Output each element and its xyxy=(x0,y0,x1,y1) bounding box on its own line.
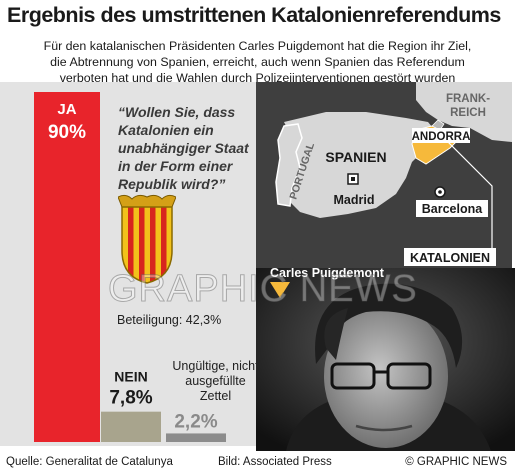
footer-copyright: © GRAPHIC NEWS xyxy=(405,456,507,468)
bar-nein xyxy=(101,411,161,442)
bar-invalid-category-label: Ungültige, nicht ausgefüllte Zettel xyxy=(172,359,259,403)
bar-ja-value-label: 90% xyxy=(48,122,86,143)
andorra-label: ANDORRA xyxy=(412,131,471,143)
watermark: GRAPHIC NEWS xyxy=(108,268,418,311)
turnout-label: Beteiligung: 42,3% xyxy=(117,313,222,327)
photo-mouth xyxy=(355,424,413,432)
bar-ja-category-label: JA xyxy=(57,101,76,118)
bar-invalid xyxy=(166,433,226,442)
bar-nein-category-label: NEIN xyxy=(114,369,147,385)
map-france xyxy=(416,82,512,142)
photo-caption: Carles Puigdemont xyxy=(270,268,385,280)
footer-source: Quelle: Generalitat de Catalunya xyxy=(6,456,173,468)
frankreich-label-line-2: REICH xyxy=(450,107,486,119)
bar-ja xyxy=(34,92,100,442)
madrid-label: Madrid xyxy=(334,193,375,207)
referendum-question: “Wollen Sie, dass Katalonien ein unabhän… xyxy=(118,104,249,192)
spain-map: KATALONIEN FRANK- REICH ANDORRA PORTUGAL… xyxy=(256,82,512,268)
spanien-label: SPANIEN xyxy=(325,149,386,165)
subtitle-line-1: Für den katalanischen Präsidenten Carles… xyxy=(43,39,472,53)
subtitle: Für den katalanischen Präsidenten Carles… xyxy=(4,38,511,86)
katalonien-label: KATALONIEN xyxy=(410,251,490,265)
puigdemont-photo: Carles Puigdemont xyxy=(256,268,515,451)
map-portugal xyxy=(275,123,303,207)
page-title: Ergebnis des umstrittenen Katalonienrefe… xyxy=(7,3,501,27)
footer: Quelle: Generalitat de Catalunya Bild: A… xyxy=(0,451,515,475)
photo-face xyxy=(324,304,448,448)
photo-pointer-icon xyxy=(270,282,290,298)
photo-glasses xyxy=(330,362,432,390)
frankreich-label-line-1: FRANK- xyxy=(446,93,490,105)
subtitle-line-2: die Abtrennung von Spanien, erreicht, au… xyxy=(50,55,465,69)
footer-photo-credit: Bild: Associated Press xyxy=(218,456,332,468)
subtitle-line-3: verboten hat und die Wahlen durch Polize… xyxy=(59,71,456,85)
photo-hair xyxy=(315,283,463,368)
map-spain xyxy=(284,112,438,218)
katalonien-label-box xyxy=(404,248,496,266)
bar-nein-value-label: 7,8% xyxy=(109,388,152,409)
barcelona-label: Barcelona xyxy=(422,202,483,216)
madrid-marker-dot xyxy=(351,177,355,181)
photo-hair-fringe xyxy=(324,308,348,360)
barcelona-marker-dot xyxy=(438,190,442,194)
andorra-label-box xyxy=(412,128,470,143)
catalan-coat-of-arms-icon xyxy=(118,194,176,284)
bar-invalid-value-label: 2,2% xyxy=(174,411,217,432)
barcelona-label-box xyxy=(416,200,488,217)
